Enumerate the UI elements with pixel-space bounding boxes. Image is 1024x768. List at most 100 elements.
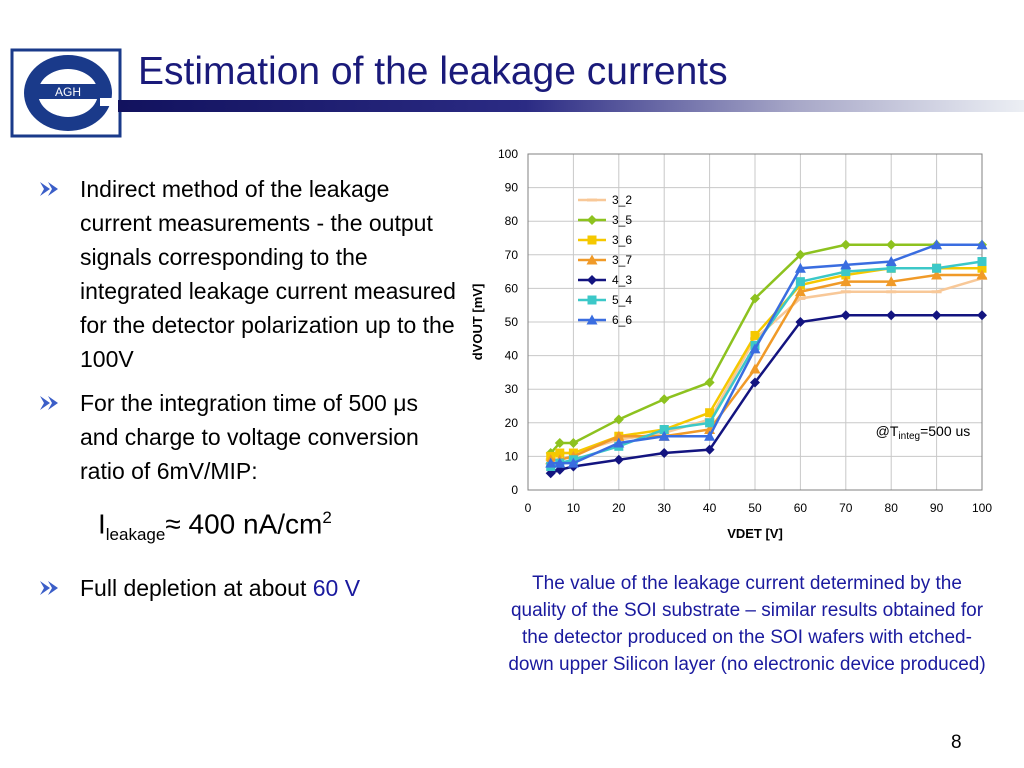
title-underline-bar xyxy=(118,100,1024,112)
data-point xyxy=(931,239,943,250)
data-point xyxy=(795,317,806,327)
page-number: 8 xyxy=(951,732,962,753)
chart-legend: 3_2 3_5 3_6 3_7 4_3 5_4 6_6 xyxy=(578,193,632,327)
bullet-item: Full depletion at about 60 V xyxy=(40,571,460,605)
data-point xyxy=(886,290,897,294)
bullet-text: Full depletion at about xyxy=(80,574,313,601)
y-tick-label: 10 xyxy=(505,449,519,463)
data-point xyxy=(932,263,942,273)
series-4_3 xyxy=(545,310,987,479)
data-point xyxy=(704,444,715,455)
bullet-arrow-icon xyxy=(40,396,58,410)
data-point xyxy=(613,414,624,425)
data-point xyxy=(613,454,624,465)
formula-subscript: leakage xyxy=(105,524,166,544)
x-tick-label: 90 xyxy=(930,501,944,515)
legend-marker xyxy=(587,235,597,245)
data-point xyxy=(704,377,715,388)
data-point xyxy=(885,256,897,267)
series-6_6 xyxy=(545,239,988,468)
data-point xyxy=(545,457,557,468)
data-point xyxy=(976,239,988,250)
data-point xyxy=(567,457,579,468)
legend-marker xyxy=(587,215,597,225)
bullet-arrow-icon xyxy=(40,182,58,196)
y-tick-label: 50 xyxy=(505,315,519,329)
x-tick-label: 0 xyxy=(525,501,532,515)
x-tick-label: 70 xyxy=(839,501,853,515)
data-point xyxy=(885,276,897,287)
legend-label: 4_3 xyxy=(612,273,632,287)
bullet-text: For the integration time of 500 μs and c… xyxy=(80,390,419,484)
data-point xyxy=(931,310,942,321)
legend-label: 3_2 xyxy=(612,193,632,207)
data-point xyxy=(840,310,851,321)
chart-caption: The value of the leakage current determi… xyxy=(508,573,986,675)
legend-label: 3_6 xyxy=(612,233,632,247)
y-tick-label: 30 xyxy=(505,382,519,396)
data-point xyxy=(750,330,760,340)
data-point xyxy=(840,276,852,287)
data-point xyxy=(840,239,851,250)
data-point xyxy=(658,430,670,441)
data-point xyxy=(841,267,851,277)
legend-label: 5_4 xyxy=(612,293,632,307)
y-tick-label: 60 xyxy=(505,281,519,295)
legend-marker xyxy=(587,275,597,285)
data-point xyxy=(704,430,716,441)
y-axis-label: dVOUT [mV] xyxy=(470,284,485,361)
data-point xyxy=(555,448,565,458)
data-point xyxy=(976,269,988,280)
data-point xyxy=(840,259,852,270)
formula-value: 400 nA/cm xyxy=(180,508,323,540)
bullet-item: Indirect method of the leakage current m… xyxy=(40,172,460,376)
bullet-text: Indirect method of the leakage current m… xyxy=(80,176,456,372)
data-point xyxy=(931,290,942,294)
data-point xyxy=(977,257,987,267)
legend-label: 3_5 xyxy=(612,213,632,227)
data-point xyxy=(613,437,625,448)
legend-marker xyxy=(586,254,598,265)
x-tick-label: 100 xyxy=(972,501,992,515)
x-tick-label: 10 xyxy=(567,501,581,515)
data-point xyxy=(886,263,896,273)
data-point xyxy=(554,437,565,448)
y-tick-label: 20 xyxy=(505,416,519,430)
data-point xyxy=(659,425,669,435)
data-point xyxy=(886,310,897,321)
data-point xyxy=(554,457,566,468)
data-point xyxy=(705,408,715,418)
x-tick-label: 20 xyxy=(612,501,626,515)
bullet-arrow-icon xyxy=(40,580,58,595)
data-point xyxy=(613,430,625,441)
x-tick-label: 50 xyxy=(748,501,762,515)
chart-annotation: @Tinteg=500 us xyxy=(876,423,971,442)
leakage-chart: 0 10 20 30 40 50 60 70 80 90 100 0 10 20 30 40 50 60 70 80 9… xyxy=(470,147,992,541)
y-tick-label: 100 xyxy=(498,147,518,161)
data-point xyxy=(931,269,943,280)
data-point xyxy=(977,310,987,321)
data-point xyxy=(840,290,851,294)
x-axis-label: VDET [V] xyxy=(727,526,783,541)
legend-label: 3_7 xyxy=(612,253,632,267)
logo-text: AGH xyxy=(55,85,81,99)
data-point xyxy=(750,293,760,304)
data-point xyxy=(794,286,806,297)
formula-superscript: 2 xyxy=(322,508,332,527)
series-3_5 xyxy=(545,239,987,459)
data-point xyxy=(795,277,805,287)
data-point xyxy=(568,437,579,448)
data-point xyxy=(795,296,806,300)
data-point xyxy=(750,377,760,388)
legend-marker xyxy=(587,198,597,202)
data-point xyxy=(749,363,761,374)
data-point xyxy=(795,249,806,260)
agh-logo: AGH xyxy=(10,48,122,138)
bullet-item: For the integration time of 500 μs and c… xyxy=(40,386,460,488)
legend-marker xyxy=(587,295,597,305)
data-point xyxy=(794,262,806,273)
data-point xyxy=(659,448,670,459)
y-tick-label: 90 xyxy=(505,181,519,195)
legend-marker xyxy=(586,314,598,325)
formula-approx: ≈ xyxy=(165,508,181,540)
